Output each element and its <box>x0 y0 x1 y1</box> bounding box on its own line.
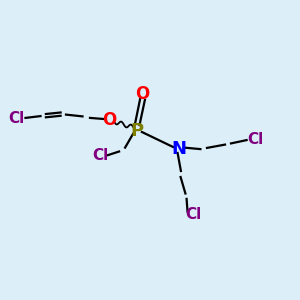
Text: O: O <box>135 85 150 103</box>
Text: O: O <box>102 111 117 129</box>
Text: N: N <box>171 140 186 158</box>
Text: Cl: Cl <box>247 132 263 147</box>
Text: Cl: Cl <box>185 207 202 222</box>
Text: Cl: Cl <box>92 148 109 164</box>
Text: Cl: Cl <box>8 111 25 126</box>
Text: P: P <box>130 122 143 140</box>
